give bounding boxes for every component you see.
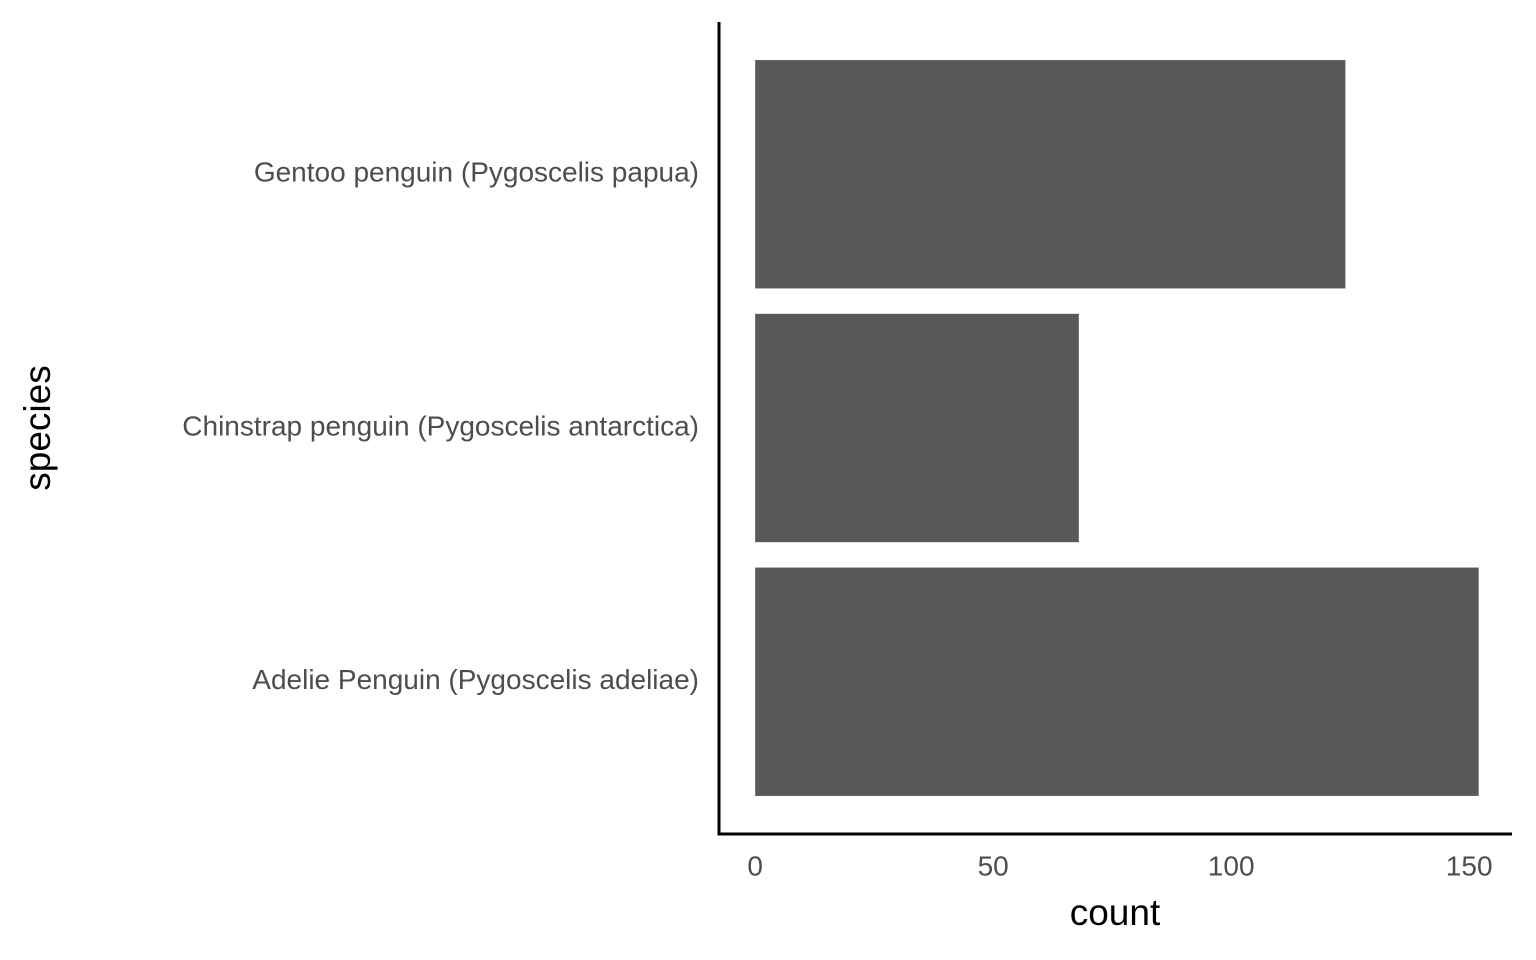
x-tick-label: 50 [978, 850, 1009, 881]
bar [755, 60, 1346, 289]
x-tick-label: 0 [747, 850, 763, 881]
y-axis-title: species [17, 365, 58, 490]
y-tick-label: Adelie Penguin (Pygoscelis adeliae) [252, 664, 699, 695]
bar [755, 313, 1079, 543]
x-tick-label: 150 [1446, 850, 1493, 881]
x-tick-label: 100 [1208, 850, 1255, 881]
y-tick-label: Gentoo penguin (Pygoscelis papua) [254, 157, 699, 188]
bar [755, 567, 1479, 796]
x-axis-title: count [1070, 892, 1161, 933]
y-tick-label: Chinstrap penguin (Pygoscelis antarctica… [182, 410, 699, 441]
